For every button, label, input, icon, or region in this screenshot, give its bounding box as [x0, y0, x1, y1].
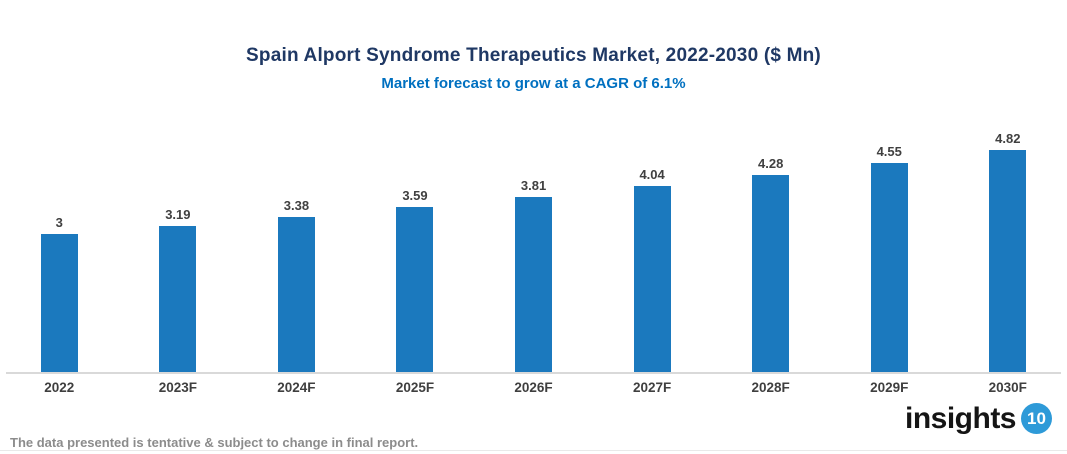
x-axis-label-2024F: 2024F [277, 380, 316, 395]
bar-value-label: 4.04 [639, 167, 665, 182]
logo-text: insights [904, 401, 1017, 435]
x-axis-label-2025F: 2025F [395, 380, 435, 395]
bar-column-2026F: 3.81 [474, 128, 593, 373]
x-axis-label-2030F: 2030F [988, 380, 1027, 395]
bar-2023F [159, 226, 197, 373]
bar-value-label: 3.19 [165, 207, 191, 222]
bar-2027F [633, 186, 671, 373]
bar-column-2024F: 3.38 [237, 128, 356, 373]
x-axis-label-2029F: 2029F [870, 380, 909, 395]
bar-2026F [515, 197, 553, 373]
x-axis-label-2023F: 2023F [158, 380, 197, 395]
chart-subtitle: Market forecast to grow at a CAGR of 6.1… [381, 75, 686, 92]
bar-column-2025F: 3.59 [356, 128, 475, 373]
insights10-logo: insights 10 [905, 403, 1052, 434]
bar-value-label: 4.28 [758, 156, 784, 171]
x-axis-label-2028F: 2028F [751, 380, 790, 395]
x-axis-labels: 2022 2023F 2024F 2025F 2026F 2027F 2028F 2029F 2… [0, 380, 1067, 395]
bar-2028F [752, 175, 790, 373]
bar-column-2023F: 3.19 [119, 128, 238, 373]
bar-column-2027F: 4.04 [593, 128, 712, 373]
bar-2025F [396, 207, 434, 373]
x-axis-label-2026F: 2026F [514, 380, 553, 395]
bar-2022 [40, 234, 78, 373]
bar-column-2030F: 4.82 [949, 128, 1067, 373]
bar-2030F [989, 150, 1027, 373]
disclaimer-text: The data presented is tentative & subjec… [10, 435, 419, 450]
bottom-divider [0, 450, 1067, 451]
logo-badge-10-icon: 10 [1021, 403, 1052, 434]
bar-2024F [277, 217, 315, 373]
bar-column-2022: 3 [0, 128, 119, 373]
bar-value-label: 3.38 [283, 198, 310, 213]
bar-2029F [870, 163, 908, 373]
bar-value-label: 3.81 [520, 178, 547, 193]
bar-column-2029F: 4.55 [830, 128, 949, 373]
x-axis-label-2027F: 2027F [632, 380, 672, 395]
x-axis-label-2022: 2022 [44, 380, 75, 395]
bar-value-label: 3.59 [402, 188, 428, 203]
bar-value-label: 4.82 [995, 131, 1021, 146]
x-axis-line [6, 372, 1061, 374]
bar-chart-plot-area: 3 3.19 3.38 3.59 3.81 4.04 4.28 4.55 4.82 [0, 128, 1067, 373]
bar-value-label: 3 [55, 215, 63, 230]
bar-value-label: 4.55 [876, 144, 902, 159]
chart-title: Spain Alport Syndrome Therapeutics Marke… [246, 45, 821, 66]
bar-column-2028F: 4.28 [711, 128, 830, 373]
